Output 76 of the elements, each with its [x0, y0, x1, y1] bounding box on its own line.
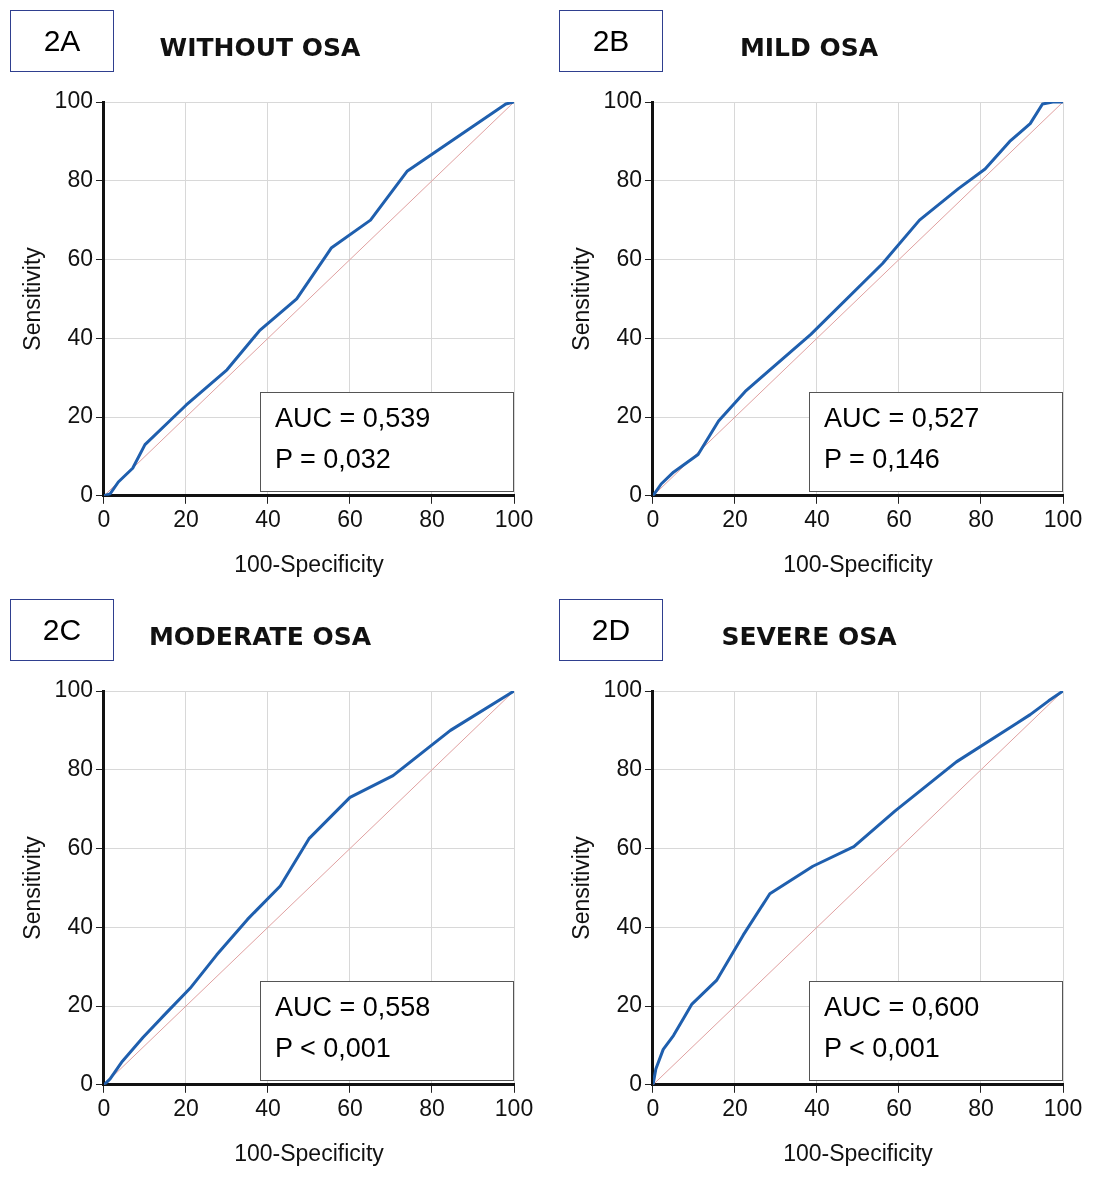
- x-tick-label: 80: [419, 1094, 445, 1121]
- y-tick-label: 0: [80, 481, 93, 508]
- y-tick-label: 40: [67, 912, 93, 939]
- x-tick-label: 60: [886, 1094, 912, 1121]
- y-tick-label: 0: [629, 1070, 642, 1097]
- x-axis-title: 100-Specificity: [234, 550, 385, 577]
- x-tick-label: 60: [337, 1094, 363, 1121]
- x-axis-title: 100-Specificity: [783, 1139, 934, 1166]
- x-tick-label: 0: [646, 1094, 660, 1121]
- annotation: P = 0,032: [275, 443, 392, 476]
- annotation: AUC = 0,527: [824, 402, 981, 435]
- y-tick-label: 20: [67, 402, 93, 429]
- x-tick-label: 40: [255, 1094, 281, 1121]
- y-tick-label: 100: [54, 87, 93, 114]
- annotation: AUC = 0,558: [275, 991, 432, 1024]
- y-tick-label: 80: [616, 166, 642, 193]
- x-tick-label: 40: [255, 505, 281, 532]
- x-tick-label: 60: [886, 505, 912, 532]
- y-tick-label: 20: [616, 991, 642, 1018]
- y-tick-label: 40: [616, 323, 642, 350]
- y-tick-label: 0: [80, 1070, 93, 1097]
- annotation: AUC = 0,539: [275, 402, 432, 435]
- y-tick-label: 80: [67, 166, 93, 193]
- x-tick-label: 40: [804, 1094, 830, 1121]
- chart-title: WITHOUT OSA: [159, 32, 362, 62]
- y-tick-label: 40: [67, 323, 93, 350]
- y-tick-label: 80: [616, 755, 642, 782]
- stats-box: AUC = 0,527 P = 0,146: [809, 392, 1063, 492]
- y-axis-title: Sensitivity: [568, 246, 595, 351]
- chart-title: MODERATE OSA: [148, 621, 372, 651]
- x-axis-title: 100-Specificity: [234, 1139, 385, 1166]
- chart-title: MILD OSA: [739, 32, 879, 62]
- x-tick-label: 60: [337, 505, 363, 532]
- x-tick-label: 100: [494, 505, 534, 532]
- chart-title: SEVERE OSA: [721, 621, 898, 651]
- y-tick-label: 100: [603, 87, 642, 114]
- y-tick-label: 40: [616, 912, 642, 939]
- text: 2C: [10, 599, 114, 661]
- annotation: AUC = 0,600: [824, 991, 981, 1024]
- stats-box: AUC = 0,558 P < 0,001: [260, 981, 514, 1081]
- x-tick-label: 100: [494, 1094, 534, 1121]
- y-tick-label: 60: [616, 833, 642, 860]
- x-tick-label: 20: [722, 505, 748, 532]
- x-tick-label: 20: [173, 1094, 199, 1121]
- x-tick-label: 40: [804, 505, 830, 532]
- y-tick-label: 80: [67, 755, 93, 782]
- stats-box: AUC = 0,539 P = 0,032: [260, 392, 514, 492]
- text: 2B: [559, 10, 663, 72]
- x-tick-label: 80: [419, 505, 445, 532]
- annotation: P = 0,146: [824, 443, 941, 476]
- annotation: P < 0,001: [275, 1032, 392, 1065]
- y-axis-title: Sensitivity: [19, 246, 46, 351]
- x-axis-title: 100-Specificity: [783, 550, 934, 577]
- x-tick-label: 20: [722, 1094, 748, 1121]
- y-tick-label: 20: [616, 402, 642, 429]
- x-tick-label: 20: [173, 505, 199, 532]
- x-tick-label: 100: [1043, 1094, 1083, 1121]
- x-tick-label: 100: [1043, 505, 1083, 532]
- x-tick-label: 80: [968, 1094, 994, 1121]
- y-tick-label: 60: [616, 244, 642, 271]
- y-tick-label: 20: [67, 991, 93, 1018]
- x-tick-label: 0: [97, 505, 111, 532]
- y-tick-label: 100: [54, 676, 93, 703]
- annotation: P < 0,001: [824, 1032, 941, 1065]
- text: 2A: [10, 10, 114, 72]
- x-tick-label: 0: [646, 505, 660, 532]
- y-tick-label: 60: [67, 244, 93, 271]
- y-axis-title: Sensitivity: [568, 835, 595, 940]
- y-tick-label: 100: [603, 676, 642, 703]
- text: 2D: [559, 599, 663, 661]
- y-tick-label: 60: [67, 833, 93, 860]
- x-tick-label: 0: [97, 1094, 111, 1121]
- stats-box: AUC = 0,600 P < 0,001: [809, 981, 1063, 1081]
- y-tick-label: 0: [629, 481, 642, 508]
- y-axis-title: Sensitivity: [19, 835, 46, 940]
- x-tick-label: 80: [968, 505, 994, 532]
